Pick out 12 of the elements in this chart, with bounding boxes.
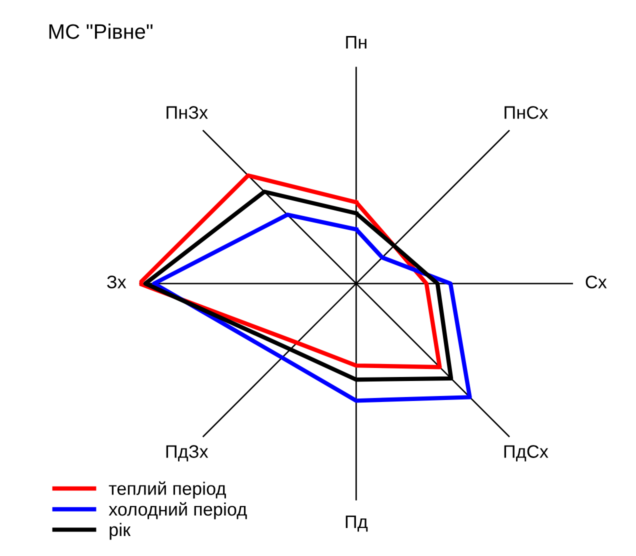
legend-label: теплий період (108, 481, 226, 499)
spoke-label: Зх (107, 276, 126, 288)
spoke-label: Пн (346, 36, 366, 48)
chart-title: МС "Рівне" (49, 24, 152, 39)
spoke-label: ПнЗх (166, 106, 208, 119)
spoke-label: Пд (346, 516, 368, 532)
spoke-label: ПнСх (504, 106, 548, 119)
legend-label: рік (110, 522, 131, 540)
spoke-label: ПдСх (504, 445, 548, 462)
spoke-label: Сх (586, 276, 607, 288)
legend-label: холодний період (108, 502, 247, 520)
spoke-label: ПдЗх (166, 445, 208, 462)
